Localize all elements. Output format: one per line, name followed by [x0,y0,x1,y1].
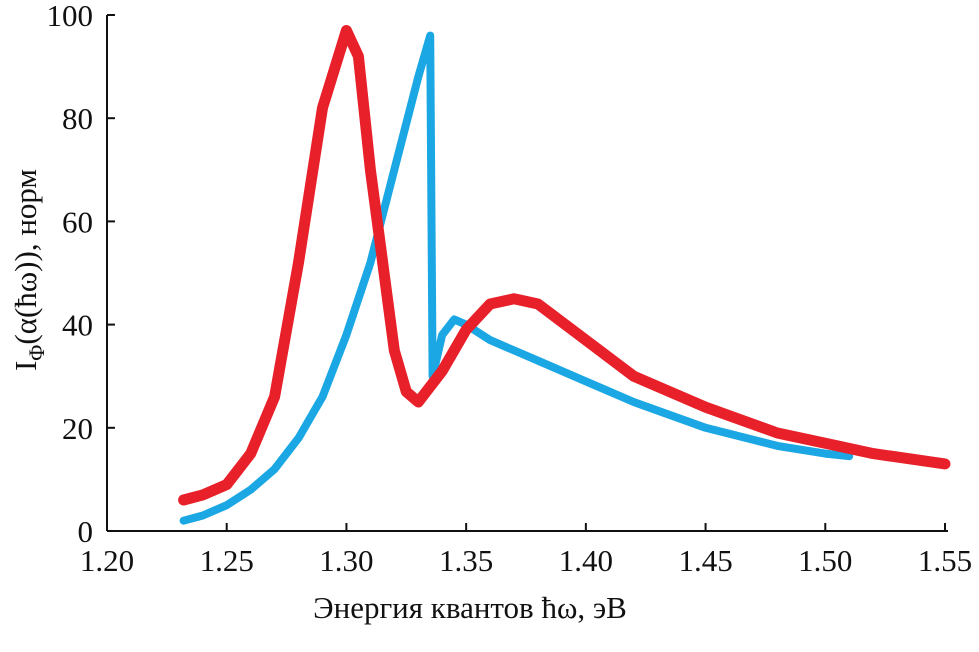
x-tick-label: 1.50 [798,543,852,578]
y-tick-label: 80 [62,101,93,136]
y-axis-label: IΦ(α(ħω)), норм [8,169,49,371]
x-tick-label: 1.25 [200,543,254,578]
y-tick-label: 100 [47,0,94,33]
y-tick-label: 60 [62,204,93,239]
series-line-calculated [179,31,854,525]
series-lines [178,25,951,525]
y-tick-label: 20 [62,411,93,446]
series-line-experimental [178,25,951,506]
x-axis-label: Энергия квантов ħω, эВ [313,590,627,625]
x-tick-label: 1.35 [439,543,493,578]
x-tick-label: 1.55 [918,543,972,578]
x-tick-label: 1.30 [319,543,373,578]
axes: 1.20 1.25 1.30 1.35 1.40 1.45 1.50 1.55 0 20 40 60 8… [47,0,973,578]
x-tick-label: 1.40 [559,543,613,578]
y-tick-label: 40 [62,308,93,343]
y-tick-label: 0 [78,514,94,549]
x-tick-label: 1.20 [80,543,134,578]
x-tick-label: 1.45 [678,543,732,578]
